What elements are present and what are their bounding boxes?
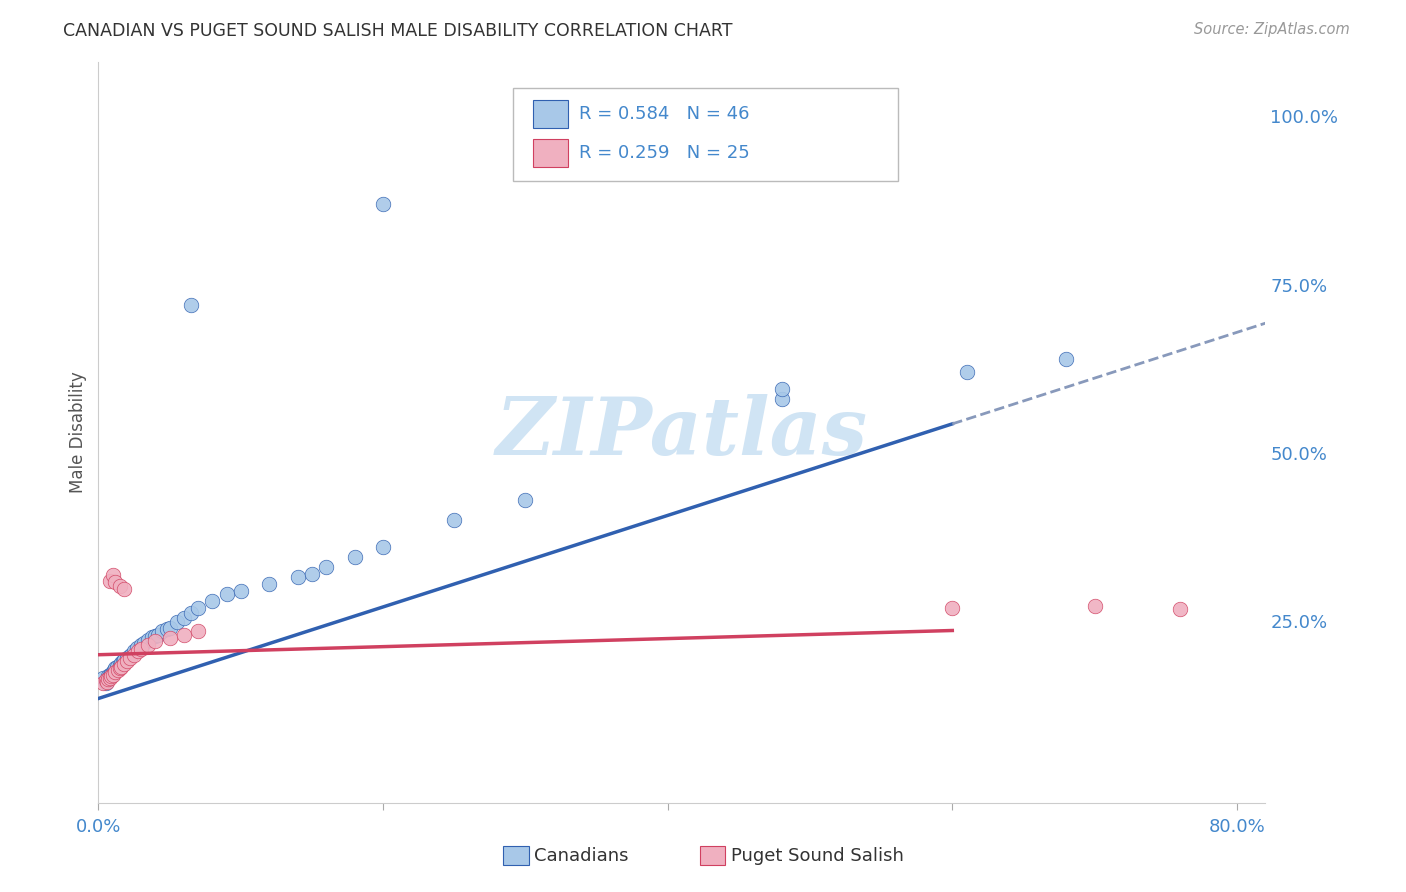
Point — [94, 676, 117, 690]
Point — [955, 365, 977, 379]
Text: CANADIAN VS PUGET SOUND SALISH MALE DISABILITY CORRELATION CHART: CANADIAN VS PUGET SOUND SALISH MALE DISA… — [63, 22, 733, 40]
Point — [98, 668, 121, 682]
Point — [187, 600, 209, 615]
Text: R = 0.259   N = 25: R = 0.259 N = 25 — [579, 144, 749, 162]
Point — [443, 513, 465, 527]
Point — [315, 560, 337, 574]
Point — [770, 382, 793, 396]
Text: Puget Sound Salish: Puget Sound Salish — [731, 847, 904, 865]
Point — [136, 632, 159, 647]
Point — [105, 660, 128, 674]
Point — [107, 663, 129, 677]
Point — [122, 648, 145, 662]
Point — [1168, 602, 1191, 616]
Point — [141, 630, 163, 644]
Point — [101, 665, 124, 679]
Point — [100, 666, 122, 681]
Point — [98, 671, 121, 685]
Point — [143, 634, 166, 648]
Point — [118, 651, 141, 665]
Point — [115, 651, 138, 665]
Point — [156, 622, 179, 636]
Point — [129, 638, 152, 652]
Point — [173, 627, 195, 641]
Point — [371, 196, 394, 211]
Point — [371, 540, 394, 554]
Point — [515, 492, 537, 507]
Point — [129, 642, 152, 657]
Point — [91, 676, 114, 690]
Point — [97, 669, 120, 683]
Point — [91, 671, 114, 685]
Point — [112, 653, 135, 667]
Point — [97, 672, 120, 686]
Point — [108, 657, 131, 672]
Point — [148, 627, 170, 641]
Text: Canadians: Canadians — [534, 847, 628, 865]
Text: ZIPatlas: ZIPatlas — [496, 394, 868, 471]
Point — [104, 665, 127, 679]
Point — [111, 655, 134, 669]
Point — [152, 624, 174, 639]
Point — [103, 663, 125, 677]
Point — [94, 673, 117, 688]
Point — [173, 611, 195, 625]
Point — [132, 635, 155, 649]
Point — [96, 674, 118, 689]
Point — [229, 583, 252, 598]
Point — [122, 644, 145, 658]
FancyBboxPatch shape — [513, 88, 898, 181]
Point — [96, 673, 118, 688]
Point — [770, 392, 793, 406]
Point — [187, 624, 209, 639]
Point — [1084, 599, 1107, 614]
Point — [215, 587, 238, 601]
Point — [201, 594, 224, 608]
Point — [143, 629, 166, 643]
Point — [287, 570, 309, 584]
Point — [1054, 351, 1077, 366]
Point — [101, 668, 124, 682]
Point — [108, 579, 131, 593]
Point — [112, 657, 135, 672]
Point — [100, 669, 122, 683]
Point — [257, 577, 280, 591]
Point — [120, 648, 142, 662]
Point — [941, 600, 963, 615]
Point — [180, 606, 202, 620]
Text: Source: ZipAtlas.com: Source: ZipAtlas.com — [1194, 22, 1350, 37]
FancyBboxPatch shape — [533, 100, 568, 128]
Point — [115, 655, 138, 669]
Point — [101, 568, 124, 582]
Point — [110, 656, 132, 670]
Point — [159, 631, 181, 645]
Text: R = 0.584   N = 46: R = 0.584 N = 46 — [579, 104, 749, 123]
Point — [301, 566, 323, 581]
Point — [98, 574, 121, 588]
Point — [110, 660, 132, 674]
Point — [127, 644, 149, 658]
Point — [159, 621, 181, 635]
Point — [108, 661, 131, 675]
Y-axis label: Male Disability: Male Disability — [69, 372, 87, 493]
Point — [104, 661, 127, 675]
Point — [112, 582, 135, 596]
Point — [136, 638, 159, 652]
Point — [104, 575, 127, 590]
Point — [118, 649, 141, 664]
Point — [166, 615, 188, 630]
Point — [343, 550, 366, 565]
Point — [180, 298, 202, 312]
FancyBboxPatch shape — [533, 139, 568, 167]
Point — [125, 640, 148, 655]
